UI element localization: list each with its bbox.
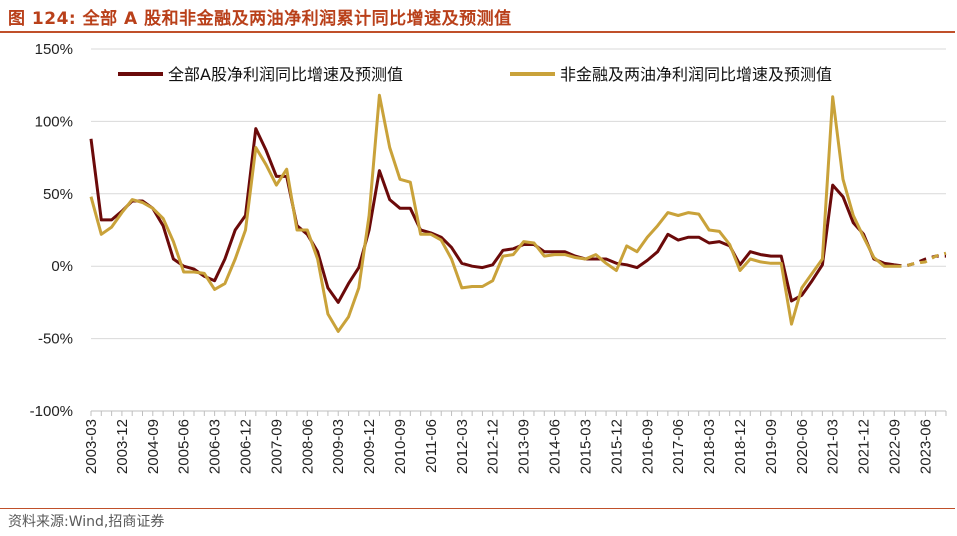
x-tick-label: 2016-09 xyxy=(639,419,656,474)
x-tick-label: 2006-12 xyxy=(238,419,255,474)
x-tick-label: 2010-09 xyxy=(392,419,409,474)
x-tick-label: 2004-09 xyxy=(145,419,162,474)
legend-label-1: 全部A股净利润同比增速及预测值 xyxy=(168,65,403,84)
legend-label-2: 非金融及两油净利润同比增速及预测值 xyxy=(560,65,832,84)
x-tick-label: 2006-03 xyxy=(207,419,224,474)
x-tick-label: 2007-09 xyxy=(268,419,285,474)
x-tick-label: 2009-12 xyxy=(361,419,378,474)
x-tick-label: 2021-03 xyxy=(825,419,842,474)
y-tick-label: -100% xyxy=(30,403,73,420)
x-tick-label: 2003-12 xyxy=(114,419,131,474)
grid-lines xyxy=(91,48,946,340)
title-divider xyxy=(0,31,955,33)
y-tick-label: 50% xyxy=(43,186,73,203)
source-note: 资料来源:Wind,招商证券 xyxy=(8,514,165,530)
x-tick-label: 2018-12 xyxy=(732,419,749,474)
series-forecast-line-2 xyxy=(894,251,947,268)
x-tick-label: 2021-12 xyxy=(856,419,873,474)
figure-title: 图 124: 全部 A 股和非金融及两油净利润累计同比增速及预测值 xyxy=(8,9,512,29)
x-tick-label: 2003-03 xyxy=(83,419,100,474)
x-tick-label: 2005-06 xyxy=(176,419,193,474)
legend: 全部A股净利润同比增速及预测值 非金融及两油净利润同比增速及预测值 xyxy=(118,65,832,84)
x-tick-label: 2014-06 xyxy=(547,419,564,474)
x-tick-label: 2015-12 xyxy=(608,419,625,474)
x-tick-label: 2022-09 xyxy=(886,419,903,474)
x-tick-label: 2018-03 xyxy=(701,419,718,474)
x-tick-label: 2011-06 xyxy=(423,419,440,473)
x-tick-label: 2015-03 xyxy=(577,419,594,474)
x-tick-label: 2012-03 xyxy=(454,419,471,474)
y-axis-ticks: -100% -50% 0% 50% 100% 150% xyxy=(30,41,73,420)
series-lines xyxy=(89,93,947,333)
x-tick-label: 2012-12 xyxy=(485,419,502,474)
axes xyxy=(90,410,947,416)
x-tick-label: 2013-09 xyxy=(516,419,533,474)
x-tick-label: 2009-03 xyxy=(330,419,347,474)
series-line-1 xyxy=(89,127,895,304)
y-tick-label: 100% xyxy=(35,113,73,130)
x-tick-label: 2019-09 xyxy=(763,419,780,474)
x-tick-label: 2017-06 xyxy=(670,419,687,474)
x-axis-ticks: 2003-03 2003-12 2004-09 2005-06 2006-03 2006-… xyxy=(83,419,934,474)
x-tick-label: 2023-06 xyxy=(917,419,934,474)
y-tick-label: 0% xyxy=(51,258,73,275)
x-tick-label: 2008-06 xyxy=(299,419,316,474)
x-tick-label: 2020-06 xyxy=(794,419,811,474)
y-tick-label: 150% xyxy=(35,41,73,58)
source-divider xyxy=(0,508,955,509)
y-tick-label: -50% xyxy=(38,331,73,348)
series-line-2 xyxy=(89,93,895,333)
